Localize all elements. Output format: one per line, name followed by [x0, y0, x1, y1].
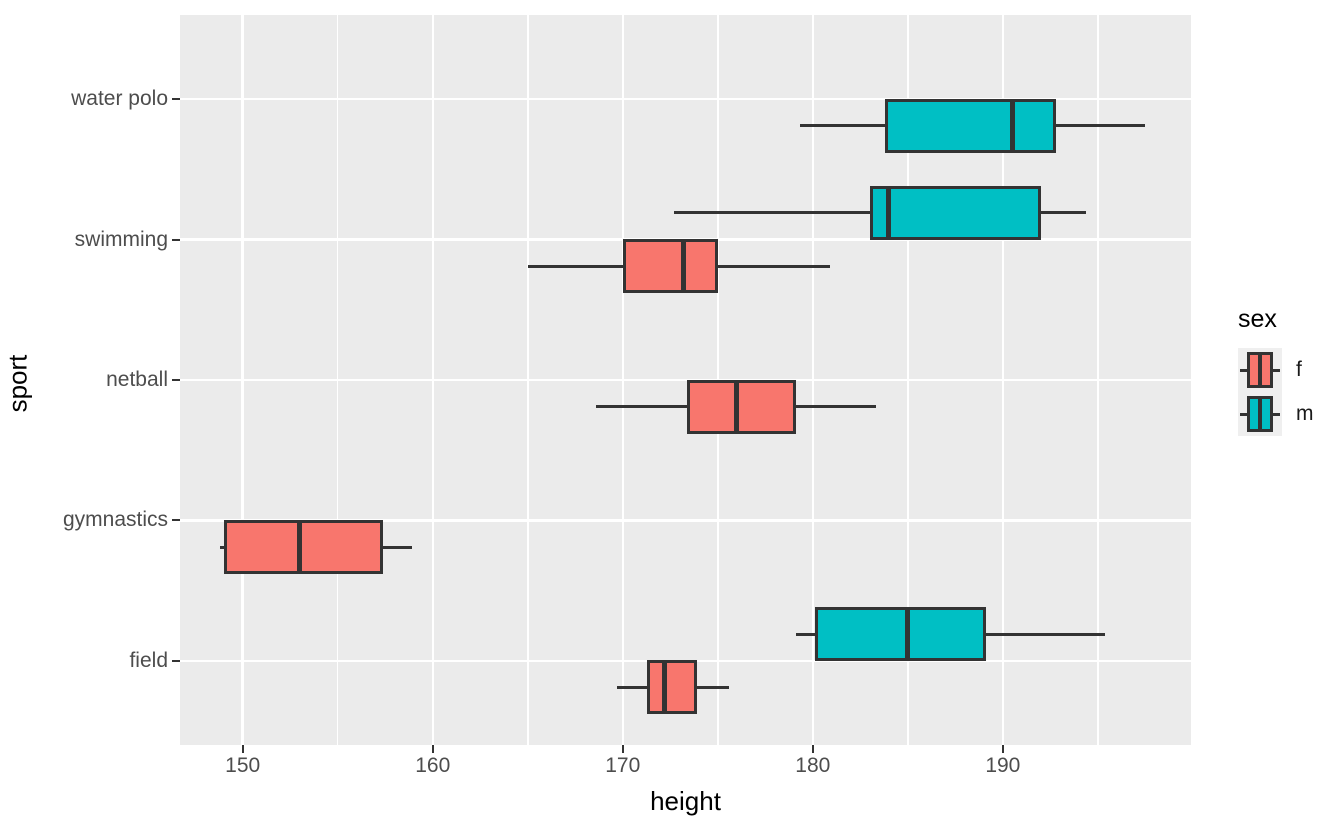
boxplot-netball-f-median-line — [734, 379, 740, 434]
boxplot-field-m-upper-whisker — [985, 632, 1106, 636]
y-tick-label: field — [129, 648, 168, 672]
legend-boxplot-glyph-median — [1258, 396, 1262, 432]
boxplot-field-m-median-line — [905, 607, 911, 662]
boxplot-swimming-m-median-line — [886, 185, 892, 240]
boxplot-netball-f-box — [687, 379, 796, 434]
y-tick-label: gymnastics — [62, 508, 168, 532]
y-tick-mark — [172, 379, 180, 381]
legend-boxplot-glyph-median — [1258, 352, 1262, 388]
x-tick-label: 190 — [985, 754, 1021, 777]
boxplot-netball-f-upper-whisker — [795, 405, 876, 409]
boxplot-field-f-box — [647, 660, 697, 715]
legend-key-m — [1238, 392, 1282, 436]
boxplot-gymnastics-f-upper-whisker — [383, 545, 412, 549]
x-tick-label: 160 — [415, 754, 451, 777]
boxplot-gymnastics-f-median-line — [297, 520, 303, 575]
boxplot-swimming-m-box — [869, 185, 1041, 240]
legend-entry-m: m — [1232, 392, 1342, 436]
x-tick-mark — [431, 745, 434, 753]
legend-entry-f: f — [1232, 348, 1342, 392]
y-tick-label: netball — [106, 368, 168, 391]
boxplot-swimming-f-box — [622, 239, 718, 294]
boxplot-field-f-lower-whisker — [617, 685, 648, 689]
boxplot-netball-f-lower-whisker — [596, 405, 688, 409]
boxplot-gymnastics-f-box — [223, 520, 384, 575]
legend-key-f — [1238, 348, 1282, 392]
category-gridline — [180, 519, 1191, 522]
boxplot-swimming-m-lower-whisker — [674, 211, 870, 215]
boxplot-water-polo-m-median-line — [1009, 98, 1015, 153]
boxplot-field-m-box — [814, 607, 986, 662]
x-tick-mark — [1001, 745, 1004, 753]
y-tick-label: water polo — [71, 87, 168, 111]
boxplot-gymnastics-f-lower-whisker — [219, 545, 224, 549]
y-tick-mark — [172, 238, 180, 241]
boxplot-swimming-m-upper-whisker — [1040, 211, 1087, 215]
boxplot-water-polo-m-upper-whisker — [1056, 124, 1146, 128]
category-gridline — [180, 378, 1191, 382]
boxplot-field-f-upper-whisker — [696, 685, 730, 689]
boxplot-swimming-f-lower-whisker — [527, 264, 623, 268]
x-tick-mark — [621, 745, 624, 753]
legend-title: sex — [1238, 305, 1277, 333]
category-gridline — [180, 97, 1191, 101]
x-tick-label: 170 — [605, 754, 641, 777]
x-tick-label: 150 — [225, 754, 261, 777]
legend-label-m: m — [1296, 402, 1314, 425]
y-tick-mark — [172, 519, 180, 522]
x-axis-title: height — [650, 786, 721, 816]
boxplot-water-polo-m-box — [885, 98, 1057, 153]
y-axis-title: sport — [2, 354, 33, 413]
x-tick-label: 180 — [795, 754, 831, 777]
plot-panel — [180, 15, 1191, 745]
boxplot-swimming-f-median-line — [681, 239, 687, 294]
boxplot-water-polo-m-lower-whisker — [799, 124, 886, 128]
y-tick-mark — [172, 98, 180, 101]
x-tick-mark — [241, 745, 244, 753]
boxplot-swimming-f-upper-whisker — [717, 264, 830, 268]
y-tick-mark — [172, 659, 180, 662]
boxplot-field-f-median-line — [662, 660, 668, 715]
boxplot-field-m-lower-whisker — [795, 632, 815, 636]
legend-label-f: f — [1296, 358, 1302, 381]
y-tick-label: swimming — [74, 227, 168, 251]
x-tick-mark — [811, 745, 814, 753]
